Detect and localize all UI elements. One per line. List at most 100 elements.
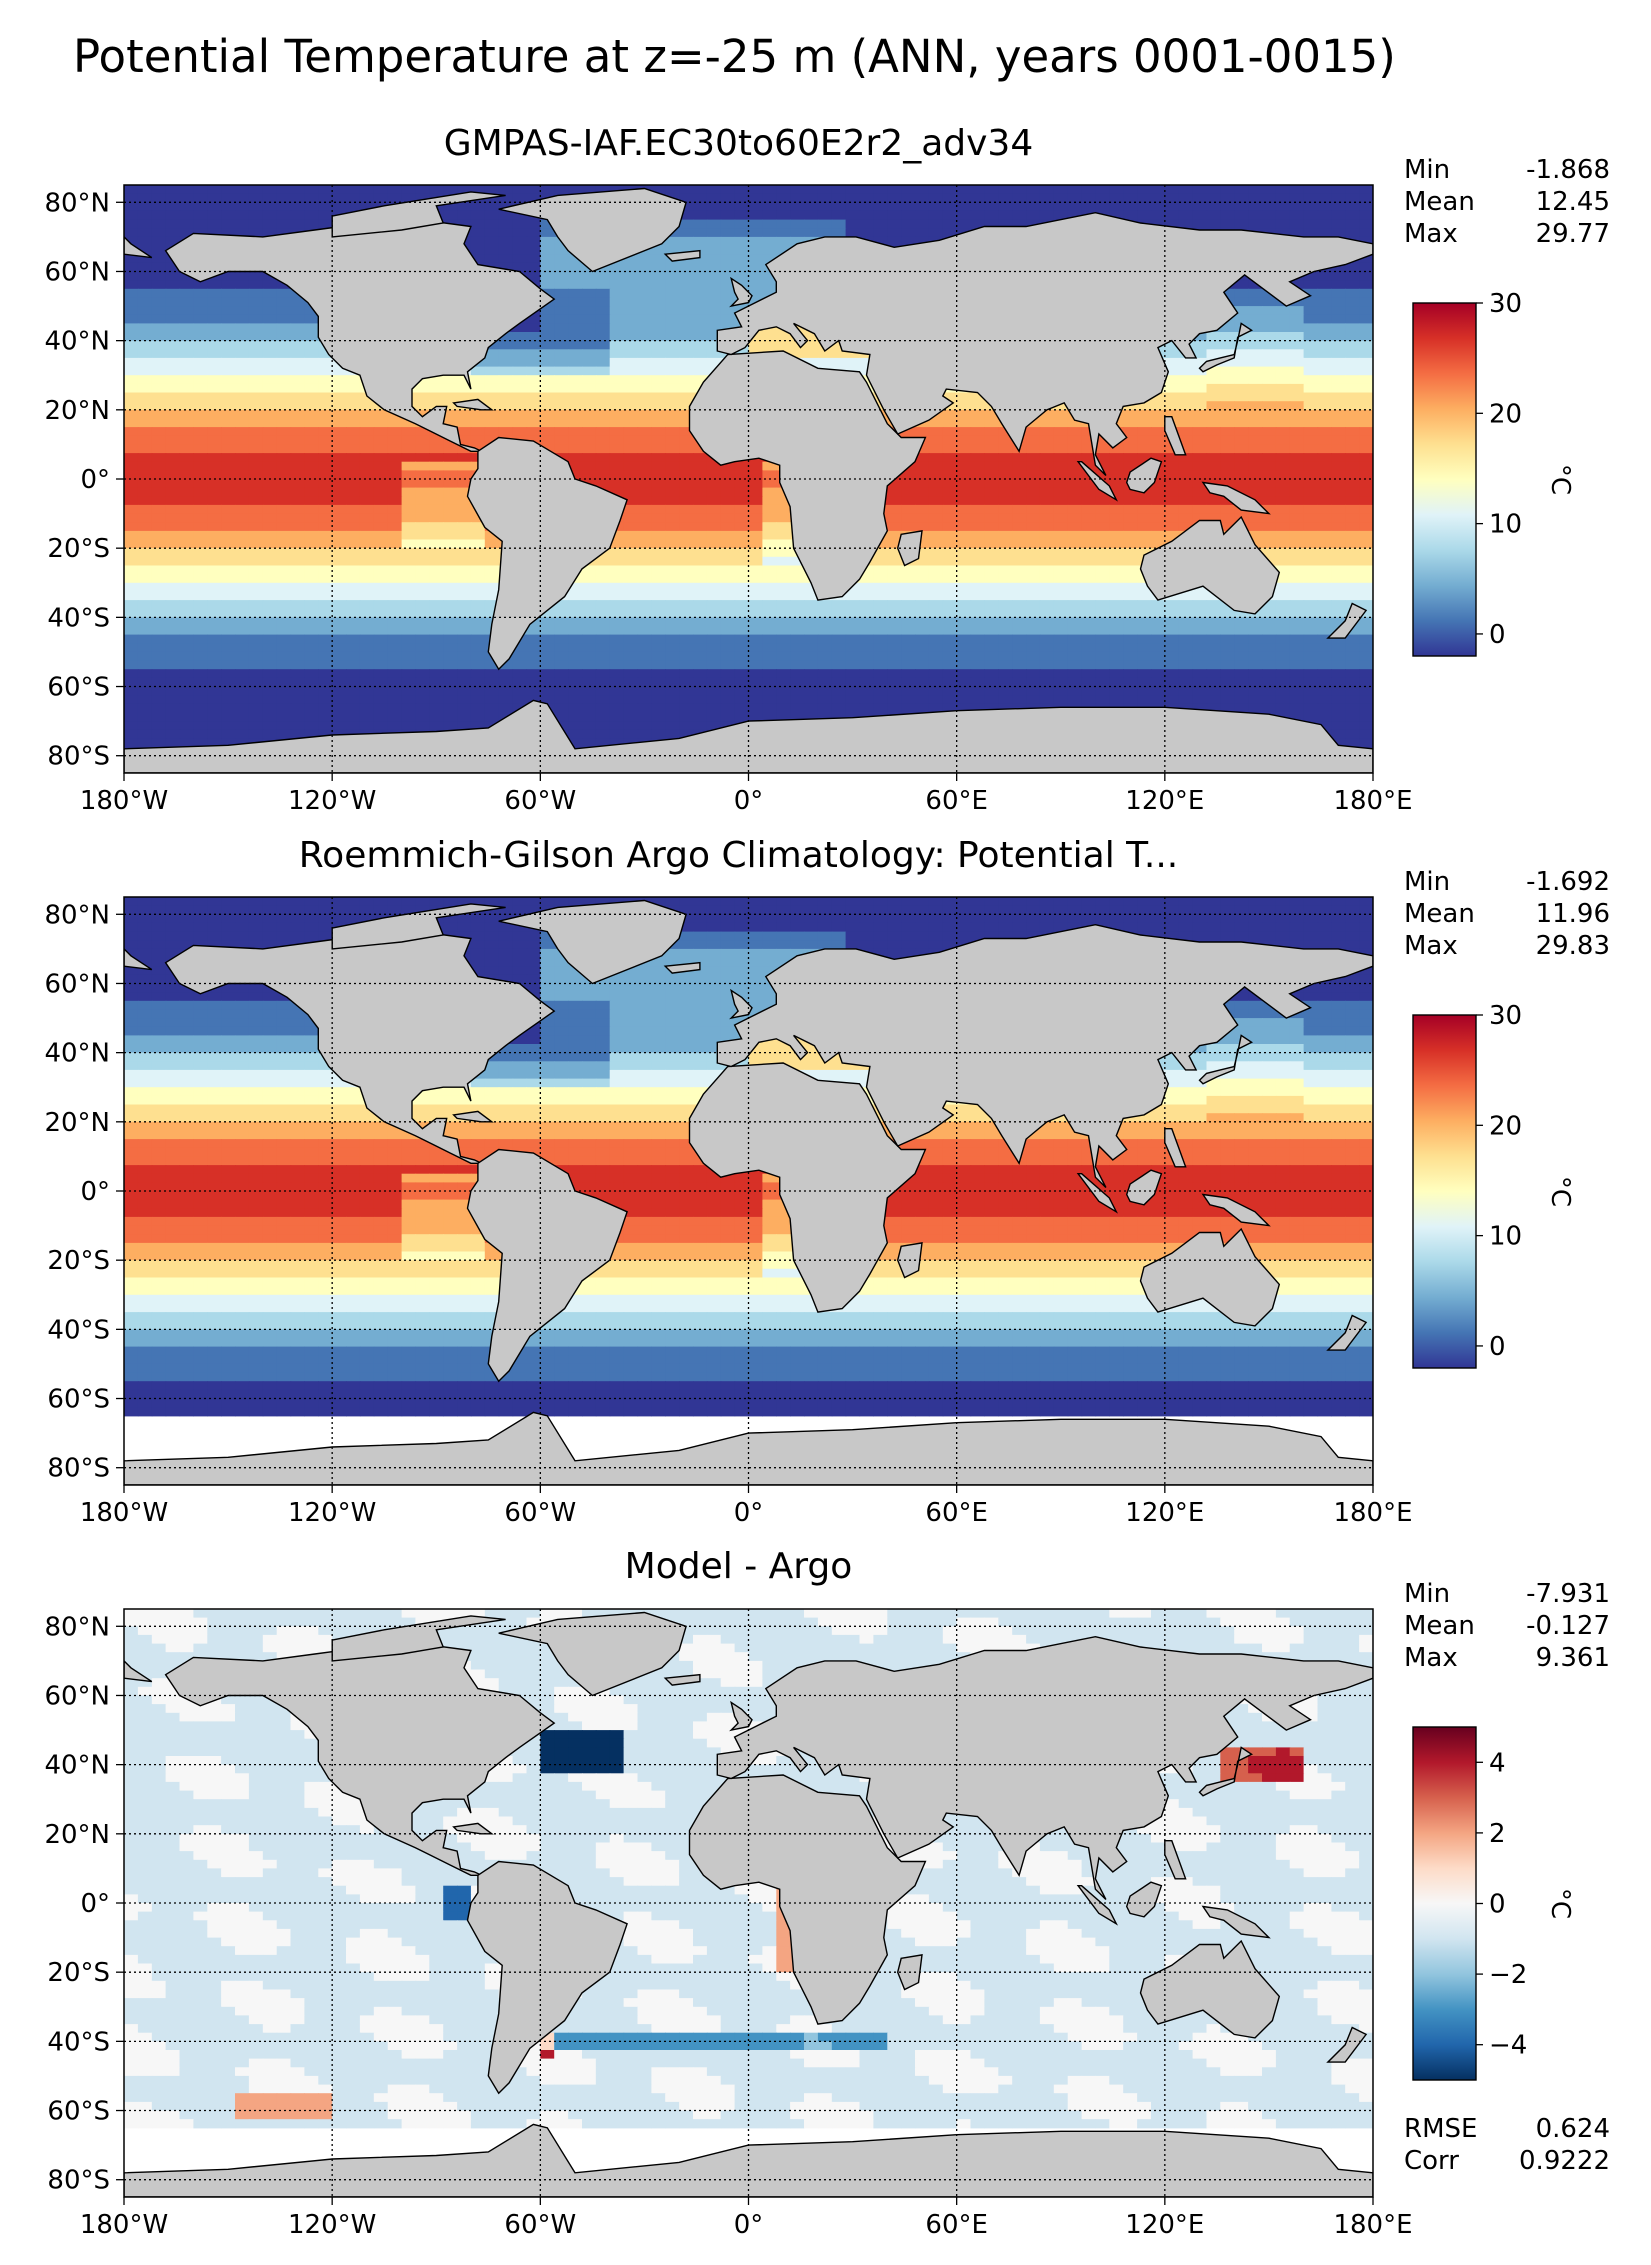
field-cell (346, 185, 361, 195)
field-cell (498, 418, 514, 428)
field-cell (928, 427, 944, 437)
field-cell (665, 556, 680, 566)
field-cell (165, 202, 181, 212)
field-cell (679, 643, 694, 653)
field-cell (1053, 479, 1069, 489)
field-cell (693, 582, 708, 592)
field-cell (248, 409, 264, 419)
field-cell (1331, 582, 1346, 592)
field-cell (540, 236, 555, 247)
field-cell (262, 392, 278, 402)
field-cell (679, 375, 694, 385)
field-cell (262, 626, 278, 636)
field-cell (1053, 461, 1069, 471)
field-cell (318, 565, 333, 575)
field-cell (998, 202, 1013, 212)
field-cell (1109, 643, 1124, 653)
field-cell (1359, 504, 1373, 515)
field-cell (415, 504, 430, 515)
field-cell (262, 366, 278, 376)
field-cell (748, 185, 763, 195)
field-cell (679, 323, 694, 333)
field-cell (457, 409, 472, 419)
field-cell (457, 427, 472, 437)
field-cell (679, 427, 694, 437)
field-cell (359, 418, 375, 428)
field-cell (1248, 193, 1263, 203)
field-cell (595, 288, 611, 298)
field-cell (179, 357, 194, 368)
field-cell (318, 522, 333, 532)
field-cell (1331, 444, 1346, 454)
field-cell (415, 392, 430, 402)
field-cell (346, 651, 361, 662)
field-cell (1289, 461, 1305, 471)
field-cell (1137, 444, 1152, 454)
field-cell (928, 582, 944, 592)
field-cell (734, 608, 750, 618)
field-cell (970, 513, 985, 523)
field-cell (1026, 435, 1041, 445)
field-cell (1053, 210, 1069, 221)
field-cell (498, 375, 514, 385)
field-cell (387, 556, 403, 566)
field-cell (1137, 401, 1152, 411)
field-cell (443, 461, 458, 471)
field-cell (151, 574, 167, 584)
field-cell (859, 193, 874, 203)
field-cell (984, 461, 999, 471)
field-cell (1317, 340, 1332, 350)
field-cell (1109, 539, 1124, 549)
field-cell (956, 219, 972, 229)
field-cell (1164, 453, 1180, 463)
field-cell (290, 185, 305, 195)
field-cell (956, 418, 972, 428)
field-cell (679, 548, 694, 558)
field-cell (359, 660, 375, 670)
field-cell (706, 245, 722, 255)
field-cell (1164, 366, 1180, 376)
field-cell (207, 444, 222, 454)
field-cell (373, 435, 389, 445)
field-cell (651, 479, 666, 489)
field-cell (734, 626, 750, 636)
field-cell (706, 548, 722, 558)
field-cell (651, 297, 666, 307)
field-cell (1151, 496, 1166, 506)
field-cell (831, 357, 847, 368)
field-cell (401, 418, 417, 428)
field-cell (429, 591, 444, 601)
field-cell (359, 435, 375, 445)
field-cell (290, 383, 305, 394)
field-cell (1303, 210, 1319, 221)
field-cell (526, 236, 541, 247)
field-cell (373, 660, 389, 670)
field-cell (346, 418, 361, 428)
field-cell (151, 556, 167, 566)
field-cell (720, 513, 736, 523)
field-cell (1303, 409, 1319, 419)
field-cell (443, 496, 458, 506)
field-cell (595, 651, 611, 662)
field-cell (443, 479, 458, 489)
field-cell (1039, 608, 1055, 618)
field-cell (998, 582, 1013, 592)
field-cell (248, 210, 264, 221)
field-cell (1178, 453, 1194, 463)
field-cell (651, 487, 666, 497)
field-cell (179, 392, 194, 402)
field-cell (1206, 513, 1221, 523)
field-cell (359, 591, 375, 601)
field-cell (262, 522, 278, 532)
field-cell (457, 651, 472, 662)
field-cell (346, 626, 361, 636)
field-cell (484, 193, 500, 203)
field-cell (401, 435, 417, 445)
field-cell (276, 375, 292, 385)
field-cell (637, 262, 652, 272)
field-cell (665, 582, 680, 592)
field-cell (665, 349, 680, 359)
field-cell (318, 582, 333, 592)
field-cell (1164, 608, 1180, 618)
field-cell (582, 470, 597, 480)
